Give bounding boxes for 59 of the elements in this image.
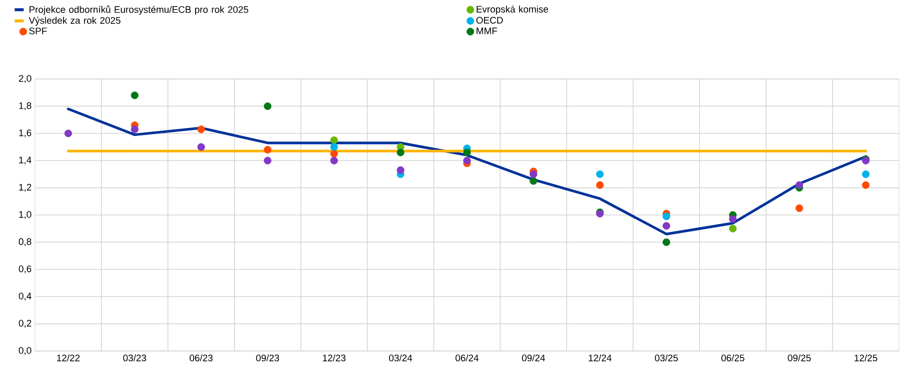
point: [662, 212, 670, 220]
y-tick-label: 2,0: [18, 75, 32, 83]
legend-label: OECD: [476, 16, 503, 24]
legend-label: Výsledek za rok 2025: [28, 16, 120, 26]
x-tick-label: 12/24: [588, 354, 612, 362]
point: [330, 136, 338, 144]
point: [530, 170, 538, 178]
y-tick-label: 0,0: [18, 347, 32, 355]
legend-label: MMF: [476, 28, 498, 34]
point: [264, 156, 272, 164]
point: [530, 177, 538, 185]
point: [463, 156, 471, 164]
point: [330, 156, 338, 164]
point: [197, 126, 205, 134]
x-tick-label: 12/23: [322, 354, 346, 362]
x-tick-label: 03/25: [654, 354, 678, 362]
x-tick-label: 06/23: [190, 354, 213, 362]
point: [662, 222, 670, 230]
point: [396, 148, 404, 156]
x-tick-label: 09/23: [256, 354, 280, 362]
y-tick-label: 0,8: [18, 238, 32, 246]
point: [729, 224, 737, 232]
x-tick-label: 06/24: [456, 354, 479, 362]
point: [330, 150, 338, 158]
point: [197, 143, 205, 151]
point: [264, 102, 272, 110]
y-tick-label: 1,4: [19, 156, 32, 164]
point: [64, 130, 72, 138]
point: [396, 166, 404, 174]
point: [729, 215, 737, 223]
point: [330, 143, 338, 151]
y-tick-label: 1,0: [19, 211, 32, 219]
x-tick-label: 12/25: [854, 354, 878, 362]
point: [596, 181, 604, 189]
x-tick-label: 03/23: [123, 354, 146, 362]
y-tick-label: 0,4: [18, 292, 32, 301]
y-tick-label: 1,6: [19, 129, 32, 138]
point: [596, 170, 604, 178]
point: [796, 181, 804, 189]
x-tick-label: 09/25: [788, 354, 811, 362]
y-tick-label: 1,2: [19, 184, 32, 192]
x-tick-label: 06/25: [721, 354, 744, 362]
legend-label: Evropská komise: [476, 6, 548, 14]
legend-label: Projekce odborníků Eurosystému/ECB pro rok 2025: [30, 5, 248, 15]
point: [862, 170, 870, 178]
legend-label: SPF: [29, 28, 47, 34]
x-tick-label: 03/24: [389, 354, 412, 362]
point: [264, 146, 272, 154]
point: [130, 126, 138, 134]
y-tick-label: 1,8: [19, 102, 32, 110]
point: [862, 181, 870, 189]
point: [130, 92, 138, 100]
x-tick-label: 09/24: [522, 354, 546, 362]
y-tick-label: 0,2: [18, 320, 32, 328]
y-tick-label: 0,6: [18, 265, 32, 274]
point: [796, 204, 804, 212]
point: [463, 148, 471, 156]
point: [662, 238, 670, 246]
x-tick-label: 12/22: [57, 354, 80, 362]
